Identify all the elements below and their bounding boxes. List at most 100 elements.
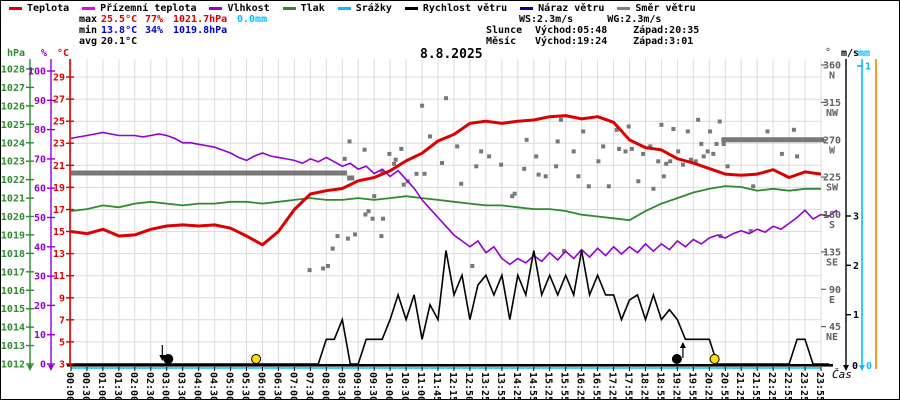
- temperature-axis: 3 5 7 9 11 13 15 17 19 21 23 25 27 29 °C: [53, 48, 74, 371]
- svg-text:W: W: [829, 145, 836, 156]
- svg-text:45: 45: [829, 322, 841, 333]
- wind-axis-title: m/s: [841, 48, 859, 59]
- grid: [70, 59, 822, 366]
- time-tick-label: 00:30: [80, 372, 91, 399]
- svg-text:1: 1: [865, 62, 871, 73]
- legend-label: Srážky: [355, 3, 392, 14]
- svg-text:1014: 1014: [1, 323, 25, 334]
- legend-label: Přízemní teplota: [100, 3, 197, 14]
- legend-swatch: [209, 7, 223, 10]
- time-tick-label: 13:25: [479, 372, 490, 399]
- pressure-axis: 1012 1013 1014 1015 1016 1017 1018 1019 1020 1021…: [1, 48, 34, 371]
- legend-swatch: [337, 7, 351, 10]
- stats-value: 13.8°C: [101, 25, 138, 36]
- legend-label: Rychlost větru: [422, 3, 508, 14]
- time-tick-label: 03:00: [160, 372, 171, 399]
- stats-value: 20.1°C: [101, 36, 138, 47]
- svg-text:SE: SE: [826, 257, 838, 268]
- svg-text:90: 90: [829, 285, 841, 296]
- legend-swatch: [9, 7, 22, 10]
- legend-label: Tlak: [300, 3, 325, 14]
- time-tick-label: 23:25: [798, 372, 809, 399]
- time-tick-label: 12:15: [447, 372, 458, 399]
- time-tick-label: 19:55: [686, 372, 697, 399]
- stats-row: min 13.8°C 34% 1019.8hPa: [79, 25, 281, 36]
- stats-value: 34%: [145, 25, 164, 36]
- svg-text:1024: 1024: [1, 138, 25, 149]
- time-tick-label: 05:30: [240, 372, 251, 399]
- stats-row-label: min: [79, 25, 98, 36]
- svg-text:SW: SW: [826, 183, 839, 194]
- svg-text:NE: NE: [826, 332, 838, 343]
- legend-label: Směr větru: [635, 3, 696, 14]
- time-tick-label: 05:00: [224, 372, 235, 399]
- svg-text:1017: 1017: [1, 267, 25, 278]
- legend-swatch: [520, 7, 534, 10]
- svg-text:135: 135: [823, 247, 841, 258]
- svg-text:70: 70: [34, 154, 46, 165]
- legend-item: Tlak: [282, 3, 325, 14]
- svg-text:29: 29: [53, 73, 65, 84]
- time-tick-label: 07:30: [303, 372, 314, 399]
- moon-set-marker: [163, 354, 174, 364]
- rain-axis: 1 0 mm: [857, 48, 872, 372]
- stats-block: max 25.5°C 77% 1021.7hPa 0.0mm min 13.8°C 34% 10…: [79, 14, 281, 47]
- svg-text:1027: 1027: [1, 83, 25, 94]
- stats-value: 1019.8hPa: [173, 25, 228, 36]
- time-tick-label: 22:25: [766, 372, 777, 399]
- svg-text:1023: 1023: [1, 157, 25, 168]
- time-tick-label: 01:00: [96, 372, 107, 399]
- time-tick-label: 02:00: [128, 372, 139, 399]
- stats-row: max 25.5°C 77% 1021.7hPa 0.0mm: [79, 14, 281, 25]
- series-humidity: [70, 131, 838, 266]
- svg-text:1026: 1026: [1, 101, 25, 112]
- time-axis: 00:00 00:30 01:00 01:30 02:00 02:30 03:00 03:30…: [64, 364, 852, 399]
- svg-text:1018: 1018: [1, 249, 25, 260]
- svg-text:100: 100: [28, 67, 46, 78]
- svg-text:27: 27: [53, 95, 65, 106]
- sunset-time: Západ:20:35: [633, 25, 700, 36]
- svg-text:1021: 1021: [1, 194, 25, 205]
- wind-direction-points: [307, 96, 800, 273]
- stats-value: 1021.7hPa: [173, 14, 228, 25]
- svg-text:315: 315: [823, 98, 841, 109]
- legend-swatch: [617, 7, 631, 10]
- svg-text:N: N: [829, 71, 835, 82]
- svg-text:0: 0: [852, 361, 858, 372]
- svg-text:19: 19: [53, 183, 65, 194]
- svg-text:360: 360: [823, 61, 841, 72]
- moonrise-time: Východ:19:24: [535, 36, 608, 47]
- time-tick-label: 14:25: [511, 372, 522, 399]
- time-tick-label: 10:00: [383, 372, 394, 399]
- svg-text:3: 3: [59, 360, 65, 371]
- svg-text:1019: 1019: [1, 230, 25, 241]
- stats-value: 0.0mm: [237, 14, 268, 25]
- time-tick-label: 04:30: [208, 372, 219, 399]
- legend-item: Směr větru: [617, 3, 696, 14]
- time-tick-label: 18:55: [654, 372, 665, 399]
- pressure-axis-title: hPa: [7, 48, 25, 59]
- time-tick-label: 20:25: [702, 372, 713, 399]
- svg-text:1020: 1020: [1, 212, 25, 223]
- svg-text:270: 270: [823, 135, 841, 146]
- series-pressure: [70, 185, 821, 222]
- humidity-axis: 0 10 20 30 40 50 60 70 80 90 100%: [28, 48, 55, 371]
- time-tick-label: 02:30: [144, 372, 155, 399]
- legend-item: Srážky: [337, 3, 392, 14]
- svg-text:0: 0: [866, 361, 872, 372]
- svg-text:80: 80: [34, 125, 46, 136]
- time-tick-label: 08:00: [319, 372, 330, 399]
- moonset-time: Západ:3:01: [633, 36, 694, 47]
- time-tick-label: 23:55: [814, 372, 825, 399]
- time-axis-title: Čas: [832, 368, 852, 381]
- wind-direction-segments: [71, 137, 825, 181]
- legend-item: Náraz větru: [520, 3, 604, 14]
- svg-text:1028: 1028: [1, 65, 25, 76]
- svg-text:13: 13: [53, 249, 65, 260]
- svg-text:1016: 1016: [1, 286, 25, 297]
- time-tick-label: 08:30: [335, 372, 346, 399]
- time-tick-label: 07:00: [287, 372, 298, 399]
